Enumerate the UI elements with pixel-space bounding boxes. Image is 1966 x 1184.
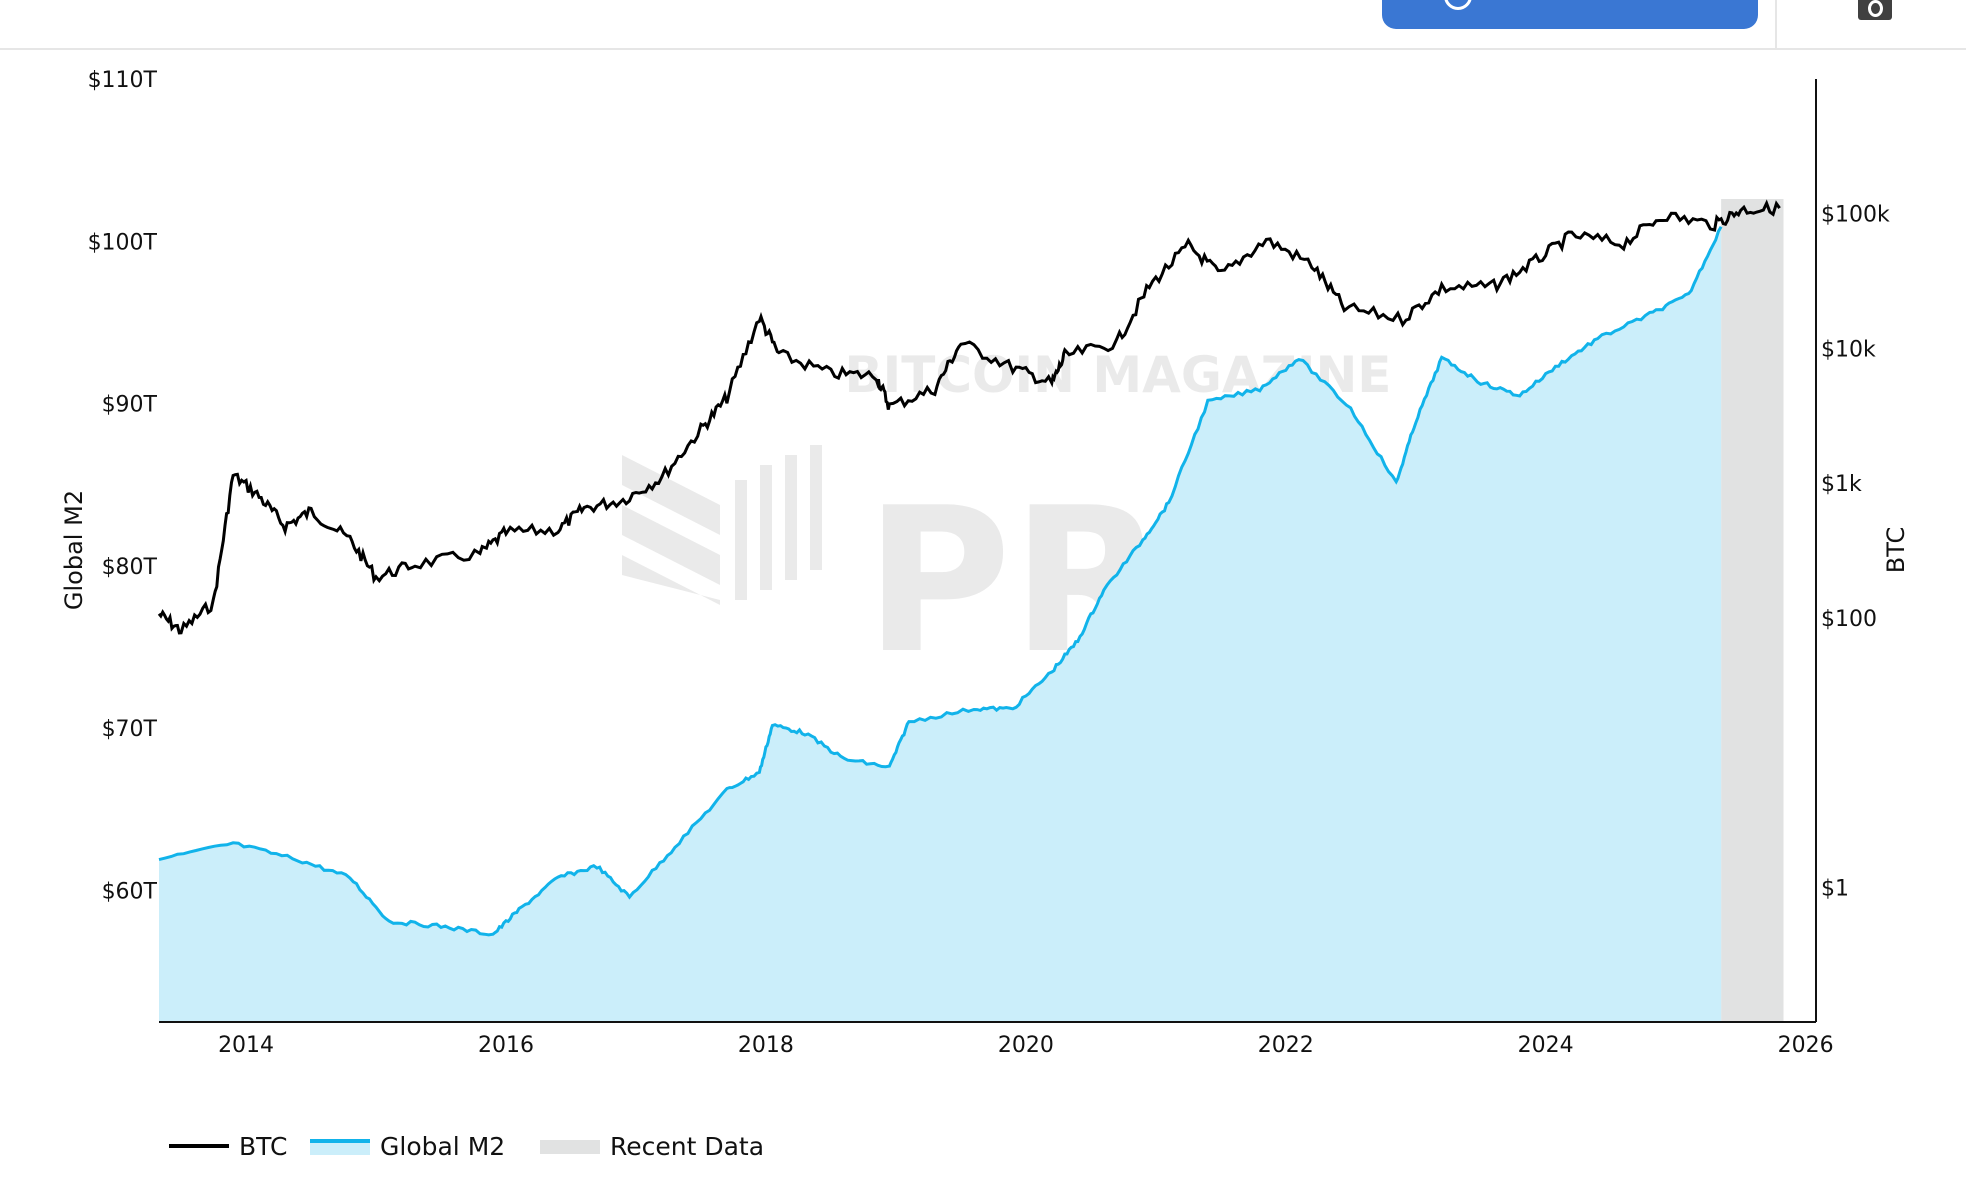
x-tick-label: 2014 — [218, 1033, 274, 1058]
camera-icon[interactable] — [1858, 0, 1892, 20]
right-tick-label: $1k — [1821, 472, 1862, 497]
left-tick-label: $80T — [102, 555, 158, 580]
x-tick-label: 2022 — [1258, 1033, 1314, 1058]
global-m2-line — [158, 225, 1723, 937]
right-tick-label: $100 — [1821, 607, 1877, 632]
right-tick-label: $100k — [1821, 203, 1890, 228]
left-tick-label: $70T — [102, 717, 158, 742]
x-tick-label: 2016 — [478, 1033, 534, 1058]
right-tick-label: $10k — [1821, 337, 1876, 362]
recent-data-band — [1721, 199, 1784, 1022]
top-toolbar — [0, 0, 1966, 50]
toolbar-divider — [1775, 0, 1777, 48]
right-tick-label: $1 — [1821, 876, 1849, 901]
btc-line — [157, 199, 1781, 635]
legend-global-m2[interactable]: Global M2 — [380, 1132, 505, 1161]
x-tick-label: 2018 — [738, 1033, 794, 1058]
x-tick-label: 2026 — [1778, 1033, 1834, 1058]
primary-action-button[interactable] — [1382, 0, 1758, 29]
left-tick-label: $90T — [102, 393, 158, 418]
left-tick-label: $100T — [88, 230, 158, 255]
x-tick-label: 2020 — [998, 1033, 1054, 1058]
legend-btc[interactable]: BTC — [239, 1132, 287, 1161]
legend-recent-data[interactable]: Recent Data — [610, 1132, 764, 1161]
left-axis-label: Global M2 — [60, 490, 88, 610]
legend-recent-swatch — [540, 1140, 600, 1154]
legend: BTC Global M2 Recent Data — [169, 1132, 764, 1161]
legend-m2-swatch-line — [310, 1139, 370, 1143]
global-m2-area — [159, 226, 1722, 1022]
left-tick-label: $60T — [102, 880, 158, 905]
left-tick-label: $110T — [88, 68, 158, 93]
x-tick-label: 2024 — [1518, 1033, 1574, 1058]
right-axis-label: BTC — [1882, 527, 1910, 573]
watermark-logo-icon — [622, 445, 822, 605]
